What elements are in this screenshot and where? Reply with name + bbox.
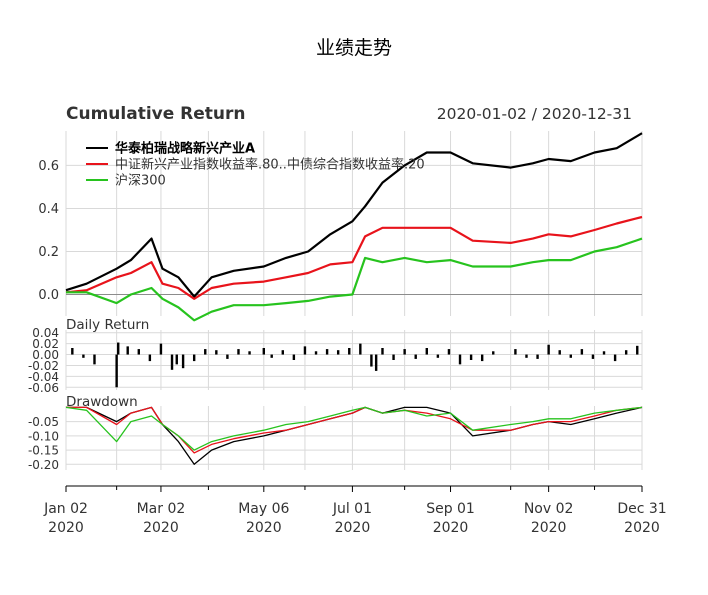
daily-return-bar-3 <box>115 354 118 388</box>
date-range-label: 2020-01-02 / 2020-12-31 <box>437 105 632 123</box>
y-tick-label-0-0: 0.0 <box>38 288 59 303</box>
daily-return-bar-29 <box>374 354 378 371</box>
daily-return-bar-37 <box>458 354 462 365</box>
daily-return-bar-45 <box>558 350 561 355</box>
daily-return-bar-49 <box>602 351 606 355</box>
daily-return-bar-34 <box>425 348 428 355</box>
y-tick-label-1-3: -0.02 <box>28 359 59 373</box>
daily-return-bar-27 <box>359 343 362 355</box>
daily-return-bar-5 <box>126 346 129 355</box>
daily-return-bar-47 <box>580 349 584 355</box>
daily-return-bar-32 <box>403 349 406 355</box>
y-tick-label-2-3: -0.20 <box>28 458 59 472</box>
daily-return-bar-46 <box>569 354 572 358</box>
daily-return-bar-48 <box>591 354 595 359</box>
x-tick-label-6: Dec 31 <box>617 501 666 517</box>
y-tick-label-2-0: -0.05 <box>28 415 59 429</box>
y-tick-label-2-2: -0.15 <box>28 444 59 458</box>
y-tick-label-1-0: 0.04 <box>32 326 59 340</box>
x-tick-year-4: 2020 <box>433 520 469 536</box>
cumulative-line-0 <box>65 132 643 298</box>
daily-return-bar-11 <box>181 354 185 369</box>
daily-return-bar-17 <box>248 351 251 355</box>
daily-return-bar-40 <box>492 351 495 355</box>
daily-return-title: Daily Return <box>66 317 149 333</box>
daily-return-bar-2 <box>93 354 96 365</box>
y-tick-label-0-2: 0.4 <box>38 202 59 217</box>
daily-return-bar-16 <box>237 349 240 355</box>
daily-return-bar-22 <box>303 346 307 355</box>
daily-return-bar-23 <box>314 351 318 355</box>
daily-return-bar-21 <box>292 354 296 360</box>
x-tick-label-3: Jul 01 <box>332 501 372 517</box>
cumulative-line-1 <box>65 215 643 300</box>
y-tick-label-1-2: 0.00 <box>32 348 59 362</box>
cumulative-line-2 <box>66 237 643 322</box>
legend-label-2: 沪深300 <box>115 173 166 189</box>
daily-return-bar-25 <box>336 350 340 355</box>
x-tick-label-5: Nov 02 <box>524 501 574 517</box>
y-tick-label-1-1: 0.02 <box>32 337 59 351</box>
y-tick-label-2-1: -0.10 <box>28 429 59 443</box>
y-tick-label-0-1: 0.2 <box>38 245 59 260</box>
x-tick-year-2: 2020 <box>246 520 282 536</box>
daily-return-bar-30 <box>381 348 384 355</box>
daily-return-bar-44 <box>547 344 550 355</box>
daily-return-bar-18 <box>262 348 266 355</box>
x-tick-label-2: May 06 <box>238 501 289 517</box>
drawdown-line-1 <box>66 406 643 454</box>
daily-return-bar-19 <box>270 354 273 358</box>
daily-return-bar-31 <box>392 354 395 360</box>
daily-return-bar-8 <box>159 343 163 355</box>
x-tick-year-5: 2020 <box>531 520 567 536</box>
x-tick-year-6: 2020 <box>624 520 660 536</box>
x-tick-label-1: Mar 02 <box>137 501 186 517</box>
daily-return-bar-36 <box>447 349 451 355</box>
daily-return-bar-33 <box>414 354 417 359</box>
daily-return-bar-24 <box>325 349 329 355</box>
daily-return-bar-14 <box>215 350 218 355</box>
y-tick-label-0-3: 0.6 <box>38 159 59 174</box>
y-tick-label-1-4: -0.04 <box>28 370 59 384</box>
daily-return-bar-43 <box>536 354 539 359</box>
daily-return-bar-4 <box>117 342 120 355</box>
daily-return-bar-52 <box>636 345 639 355</box>
daily-return-bar-42 <box>525 354 528 358</box>
daily-return-bar-38 <box>469 354 473 360</box>
x-tick-year-0: 2020 <box>48 520 84 536</box>
daily-return-bar-9 <box>170 354 174 370</box>
daily-return-bar-20 <box>281 350 284 355</box>
legend-label-0: 华泰柏瑞战略新兴产业A <box>115 141 255 157</box>
x-tick-label-0: Jan 02 <box>43 501 88 517</box>
daily-return-bar-28 <box>370 354 373 367</box>
daily-return-bar-7 <box>148 354 152 362</box>
daily-return-bar-1 <box>82 354 85 358</box>
daily-return-bar-10 <box>175 354 178 365</box>
daily-return-bar-51 <box>624 350 628 355</box>
cumulative-title: Cumulative Return <box>66 104 246 124</box>
drawdown-line-2 <box>65 406 643 451</box>
daily-return-bar-26 <box>348 348 351 355</box>
x-tick-year-3: 2020 <box>335 520 371 536</box>
daily-return-bar-50 <box>613 354 617 362</box>
daily-return-bar-0 <box>71 348 74 355</box>
daily-return-bar-6 <box>137 349 140 355</box>
daily-return-bar-41 <box>514 349 517 355</box>
daily-return-bar-13 <box>204 349 207 355</box>
x-tick-label-4: Sep 01 <box>426 501 475 517</box>
drawdown-title: Drawdown <box>66 394 138 410</box>
daily-return-bar-15 <box>226 354 229 359</box>
legend-label-1: 中证新兴产业指数收益率.80..中债综合指数收益率.20 <box>115 157 425 173</box>
daily-return-bar-35 <box>436 354 440 358</box>
x-tick-year-1: 2020 <box>143 520 179 536</box>
daily-return-bar-39 <box>480 354 484 362</box>
daily-return-bar-12 <box>192 354 196 362</box>
page-title: 业绩走势 <box>316 37 392 59</box>
y-tick-label-1-5: -0.06 <box>28 381 59 395</box>
